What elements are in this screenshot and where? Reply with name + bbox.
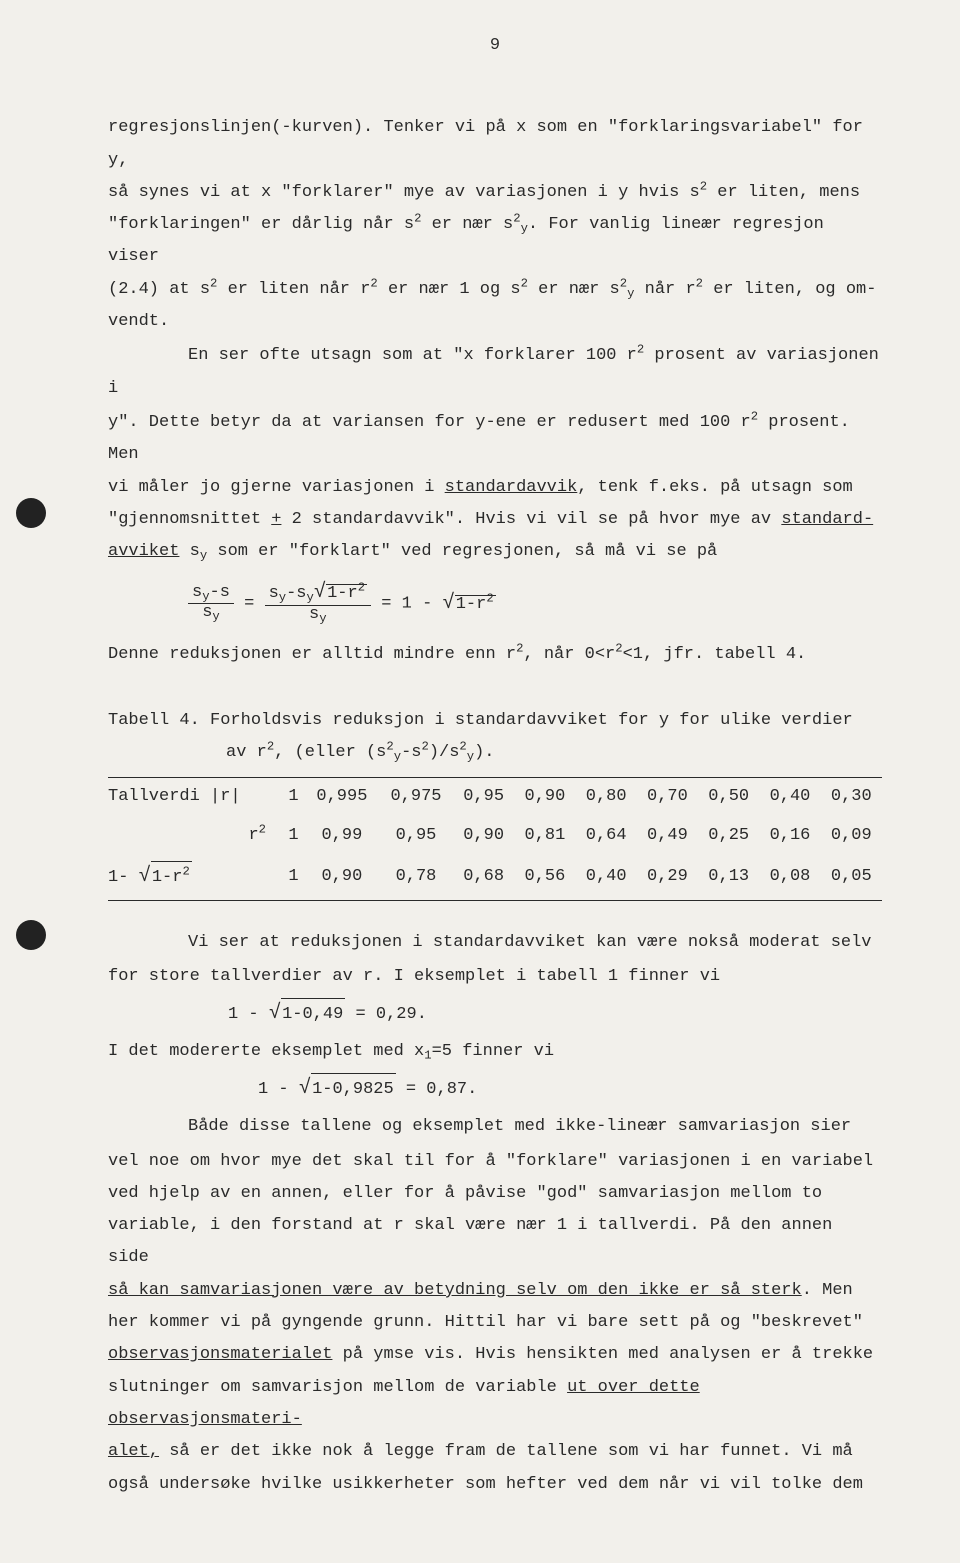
- body-text: regresjonslinjen(-kurven). Tenker vi på …: [108, 112, 882, 338]
- page: 9 regresjonslinjen(-kurven). Tenker vi p…: [0, 0, 960, 1563]
- formula: sy-s sy = sy-sy1-r2 sy = 1 - 1-r2: [188, 582, 882, 624]
- body-text: Både disse tallene og eksemplet med ikke…: [108, 1111, 882, 1143]
- body-text: y". Dette betyr da at variansen for y-en…: [108, 407, 882, 568]
- page-number: 9: [108, 30, 882, 62]
- body-text: for store tallverdier av r. I eksemplet …: [108, 961, 882, 993]
- table-row: 1- 1-r2 10,900,780,680,560,400,290,130,0…: [108, 855, 882, 900]
- table-caption: Tabell 4. Forholdsvis reduksjon i standa…: [108, 705, 882, 770]
- row-label: 1- 1-r2: [108, 855, 282, 900]
- formula-inline: 1 - 1-0,9825 = 0,87.: [108, 1070, 882, 1109]
- punch-hole: [16, 498, 46, 528]
- table-row: Tallverdi |r| 10,9950,9750,950,900,800,7…: [108, 778, 882, 817]
- row-label: r2: [108, 817, 282, 855]
- body-text: I det modererte eksemplet med x1=5 finne…: [108, 1036, 882, 1068]
- body-text: Vi ser at reduksjonen i standardavviket …: [108, 927, 882, 959]
- formula-inline: 1 - 1-0,49 = 0,29.: [108, 995, 882, 1034]
- table-row: r2 10,990,950,900,810,640,490,250,160,09: [108, 817, 882, 855]
- body-text: En ser ofte utsagn som at "x forklarer 1…: [108, 340, 882, 405]
- body-text: vel noe om hvor mye det skal til for å "…: [108, 1146, 882, 1501]
- punch-hole: [16, 920, 46, 950]
- data-table: Tallverdi |r| 10,9950,9750,950,900,800,7…: [108, 777, 882, 900]
- row-label: Tallverdi |r|: [108, 778, 282, 817]
- body-text: Denne reduksjonen er alltid mindre enn r…: [108, 639, 882, 671]
